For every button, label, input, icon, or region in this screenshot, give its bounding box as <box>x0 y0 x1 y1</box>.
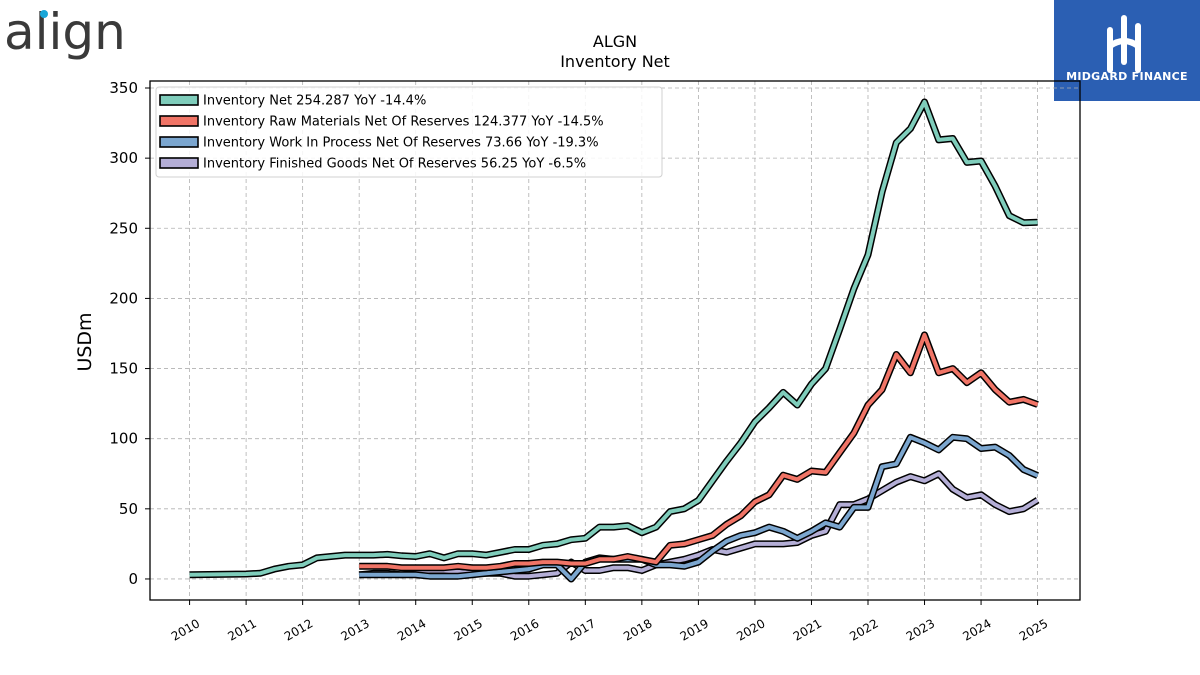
series-lines <box>189 98 1040 583</box>
legend-item: Inventory Work In Process Net Of Reserve… <box>159 136 599 151</box>
x-tick-label: 2017 <box>565 616 598 643</box>
legend-swatch <box>159 136 199 148</box>
x-tick-label: 2012 <box>282 616 315 643</box>
x-tick-label: 2021 <box>791 616 824 643</box>
legend-box <box>155 86 663 178</box>
x-tick-label: 2020 <box>734 616 767 643</box>
y-tick-label: 350 <box>109 79 138 97</box>
x-tick-label: 2015 <box>452 616 485 643</box>
midgard-brand-text: MIDGARD FINANCE <box>1066 70 1188 83</box>
series-line-0 <box>189 98 1038 579</box>
legend-label: Inventory Net 254.287 YoY -14.4% <box>203 94 426 109</box>
x-tick-label: 2011 <box>225 616 258 643</box>
x-tick-label: 2019 <box>678 616 711 643</box>
x-tick-label: 2014 <box>395 616 428 643</box>
y-tick-label: 100 <box>109 430 138 448</box>
y-tick-label: 50 <box>119 500 138 518</box>
align-logo-dot <box>40 10 48 18</box>
x-tick-label: 2022 <box>847 616 880 643</box>
midgard-finance-logo: MIDGARD FINANCE <box>1054 0 1200 101</box>
midgard-emblem-icon <box>1107 15 1141 73</box>
legend-label: Inventory Raw Materials Net Of Reserves … <box>203 115 604 130</box>
legend-label: Inventory Work In Process Net Of Reserve… <box>203 136 599 151</box>
x-tick-label: 2018 <box>621 616 654 643</box>
series-line-1 <box>359 331 1039 572</box>
legend: Inventory Net 254.287 YoY -14.4% Inventor… <box>155 86 663 178</box>
x-tick-label: 2024 <box>960 616 993 643</box>
y-axis-label: USDm <box>74 312 96 371</box>
y-tick-label: 250 <box>109 219 138 237</box>
legend-item: Inventory Raw Materials Net Of Reserves … <box>159 115 604 130</box>
align-logo-text: align <box>4 3 126 61</box>
series-stroke <box>359 332 1039 570</box>
legend-swatch <box>159 115 199 127</box>
y-tick-label: 150 <box>109 360 138 378</box>
legend-swatch <box>159 94 199 106</box>
x-tick-label: 2013 <box>338 616 371 643</box>
plot-frame <box>149 80 1081 601</box>
x-tick-label: 2016 <box>508 616 541 643</box>
legend-item: Inventory Net 254.287 YoY -14.4% <box>159 94 426 109</box>
chart-title: ALGN <box>593 32 637 51</box>
align-logo: align <box>4 2 126 62</box>
legend-label: Inventory Finished Goods Net Of Reserves… <box>203 157 586 172</box>
series-stroke <box>359 435 1039 581</box>
series-line-2 <box>359 433 1039 583</box>
legend-swatch <box>159 157 199 169</box>
x-tick-label: 2010 <box>169 616 202 643</box>
y-tick-label: 0 <box>128 570 138 588</box>
y-tick-label: 300 <box>109 149 138 167</box>
chart-subtitle: Inventory Net <box>560 52 670 71</box>
legend-item: Inventory Finished Goods Net Of Reserves… <box>159 157 586 172</box>
x-tick-label: 2023 <box>904 616 937 643</box>
series-stroke <box>189 100 1038 577</box>
y-tick-label: 200 <box>109 289 138 307</box>
x-tick-label: 2025 <box>1017 616 1050 643</box>
